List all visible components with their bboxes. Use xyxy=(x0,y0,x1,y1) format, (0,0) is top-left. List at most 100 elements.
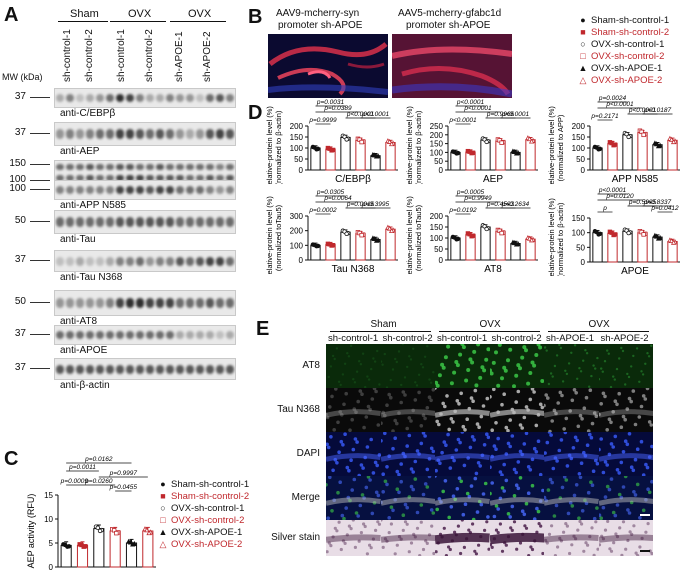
cell-dot xyxy=(419,424,423,428)
cell-dot xyxy=(485,432,489,436)
cell-dot xyxy=(355,370,359,373)
cell-dot xyxy=(645,465,649,470)
legend-entry: ▲ OVX-sh-APOE-1 xyxy=(578,62,669,74)
protein-band xyxy=(186,217,194,227)
data-point xyxy=(386,225,393,231)
cell-dot xyxy=(588,385,591,388)
cell-dot xyxy=(380,520,383,522)
micrograph-texture xyxy=(598,476,654,520)
cell-dot xyxy=(435,468,438,473)
cell-dot xyxy=(530,483,534,488)
cell-dot xyxy=(550,480,554,485)
cell-dot xyxy=(534,423,538,428)
cell-dot xyxy=(589,435,594,440)
protein-band xyxy=(136,217,144,227)
cell-dot xyxy=(483,528,487,532)
legend-entry: ▲ OVX-sh-APOE-1 xyxy=(158,526,249,538)
legend-marker-icon: ● xyxy=(580,15,586,25)
cell-dot xyxy=(349,344,353,347)
cell-dot xyxy=(530,547,534,552)
cell-dot xyxy=(396,472,401,476)
y-axis-label: (normalized to β-actin) xyxy=(414,110,423,184)
lane-group-line xyxy=(58,21,108,22)
cell-dot xyxy=(598,516,603,520)
cell-dot xyxy=(442,440,447,444)
cell-dot xyxy=(594,414,599,418)
cell-dot xyxy=(619,460,623,465)
cell-dot xyxy=(403,520,407,524)
cell-dot xyxy=(443,355,448,360)
mw-marker: 100 xyxy=(9,183,26,194)
cell-dot xyxy=(628,399,633,404)
protein-band xyxy=(66,175,74,181)
cell-dot xyxy=(550,524,554,528)
protein-band xyxy=(126,185,134,195)
cell-dot xyxy=(518,423,522,427)
y-tick-label: 50 xyxy=(434,157,443,166)
y-tick-label: 0 xyxy=(581,166,586,175)
cell-dot xyxy=(446,344,451,349)
cell-dot xyxy=(629,532,633,536)
cell-dot xyxy=(443,479,448,483)
cell-dot xyxy=(584,395,589,400)
cell-dot xyxy=(421,432,425,435)
p-value-label: p<0.0001 xyxy=(605,101,634,108)
y-axis-label: Relative-protein level (%) xyxy=(265,106,274,184)
cell-dot xyxy=(326,550,329,554)
micrograph-column-label: sh-control-2 xyxy=(491,333,542,344)
p-value-label: p=0.0024 xyxy=(598,95,627,102)
blot-antibody-label: anti-APOE xyxy=(60,345,108,356)
protein-band xyxy=(86,364,94,374)
mw-tick xyxy=(30,334,50,335)
protein-band xyxy=(226,129,234,139)
y-axis-label: (normalized to β-actin) xyxy=(274,110,283,184)
cell-layer-band xyxy=(544,497,599,506)
cell-dot xyxy=(344,391,348,396)
cell-dot xyxy=(489,371,494,376)
cell-dot xyxy=(503,368,508,373)
cell-dot xyxy=(475,510,480,514)
cell-dot xyxy=(641,394,645,398)
protein-band xyxy=(166,256,174,266)
bar xyxy=(652,236,663,263)
protein-band xyxy=(116,256,124,266)
micrograph-row-label: DAPI xyxy=(296,448,320,459)
y-axis-label: (normalized to β-actin) xyxy=(556,202,565,276)
protein-band xyxy=(206,330,214,340)
cell-dot xyxy=(376,493,381,498)
cell-dot xyxy=(463,428,467,432)
bar xyxy=(450,237,461,261)
cell-dot xyxy=(479,414,484,419)
cell-dot xyxy=(413,398,417,402)
bar xyxy=(60,544,72,568)
cell-dot xyxy=(326,483,328,487)
protein-band xyxy=(166,330,174,340)
cell-dot xyxy=(574,537,578,541)
protein-band xyxy=(186,364,194,374)
cell-dot xyxy=(385,386,388,388)
data-point xyxy=(513,150,520,156)
y-tick-label: 150 xyxy=(290,133,304,142)
cell-dot xyxy=(516,486,520,491)
y-tick-label: 0 xyxy=(439,256,444,265)
panel-d-chart: 0 50 100 150 200 p=0.0005 p=0.9949 p=0.4593 p=0.… xyxy=(402,186,542,280)
cell-dot xyxy=(447,515,451,520)
cell-dot xyxy=(598,543,601,547)
cell-dot xyxy=(395,469,399,474)
data-point xyxy=(484,139,489,145)
cell-dot xyxy=(326,442,329,447)
cell-dot xyxy=(500,486,504,490)
cell-dot xyxy=(447,427,451,432)
cell-dot xyxy=(382,432,387,436)
protein-band xyxy=(156,217,164,227)
protein-band xyxy=(196,330,204,340)
cell-dot xyxy=(573,344,577,347)
protein-band xyxy=(106,185,114,195)
cell-dot xyxy=(326,516,330,520)
legend-label: OVX-sh-control-2 xyxy=(171,514,245,526)
cell-dot xyxy=(366,375,369,378)
cell-dot xyxy=(553,554,557,556)
protein-band xyxy=(206,364,214,374)
cell-dot xyxy=(437,422,441,427)
cell-dot xyxy=(633,457,637,462)
